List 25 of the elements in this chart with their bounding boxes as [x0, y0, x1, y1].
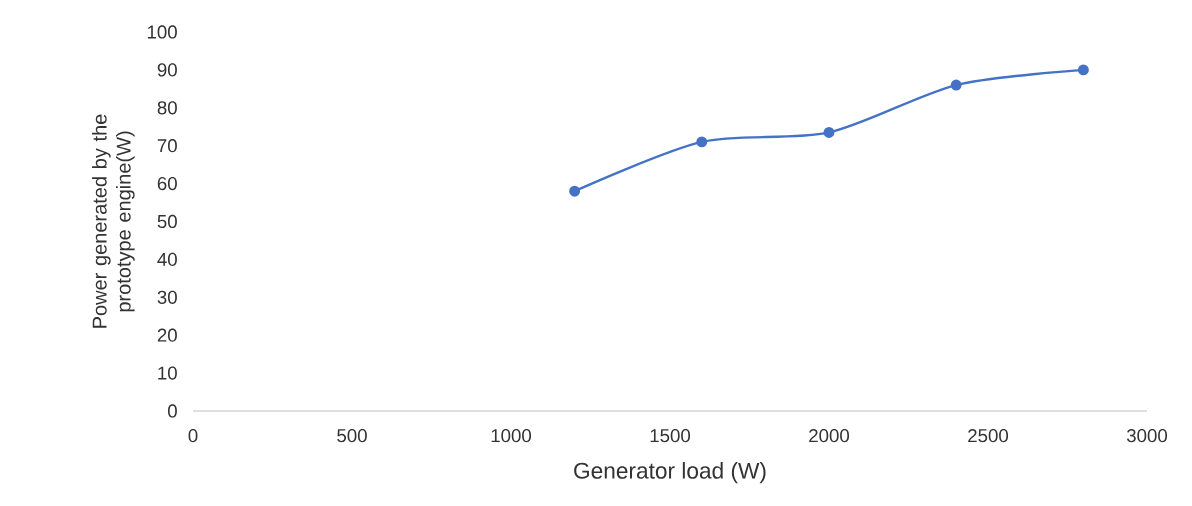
- point: [950, 79, 962, 91]
- x-tick-label: 1000: [491, 429, 532, 443]
- x-tick-label: 0: [188, 429, 198, 443]
- y-tick-label: 20: [157, 328, 177, 342]
- point: [1077, 64, 1089, 76]
- x-tick-label: 1500: [650, 429, 691, 443]
- x-tick-label: 2000: [809, 429, 850, 443]
- y-tick-label: 0: [167, 404, 177, 418]
- y-tick-label: 10: [158, 366, 177, 380]
- y-tick-label: 90: [157, 63, 177, 77]
- x-tick-label: 3000: [1126, 429, 1168, 443]
- y-tick-label: 50: [157, 214, 177, 229]
- y-tick-label: 100: [147, 25, 177, 39]
- point: [823, 126, 835, 138]
- y-tick-label: 60: [157, 176, 177, 191]
- x-axis-title: Generator load (W): [574, 462, 766, 484]
- point: [569, 185, 581, 197]
- y-tick-label: 40: [157, 252, 177, 266]
- x-tick-label: 500: [337, 429, 367, 443]
- y-tick-label: 80: [157, 101, 177, 115]
- y-tick-label: 70: [157, 139, 177, 153]
- y-tick-label: 30: [157, 290, 177, 304]
- point: [696, 136, 708, 148]
- x-tick-label: 2500: [968, 429, 1009, 443]
- y-axis-title: Power generated by the prototype engine(W): [92, 114, 135, 328]
